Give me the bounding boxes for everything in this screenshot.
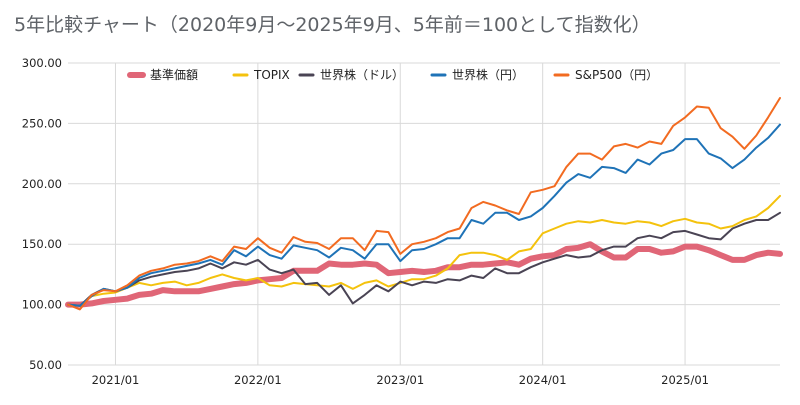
x-tick-label: 2025/01 xyxy=(661,373,709,387)
series-line-2 xyxy=(67,211,781,307)
legend-label: 世界株（ドル） xyxy=(320,67,404,82)
legend-label: TOPIX xyxy=(253,68,290,82)
series-line-1 xyxy=(67,194,781,307)
x-tick-label: 2022/01 xyxy=(234,373,282,387)
series-line-4 xyxy=(67,97,781,311)
y-tick-label: 200.00 xyxy=(22,177,62,191)
x-tick-label: 2024/01 xyxy=(519,373,567,387)
y-tick-label: 50.00 xyxy=(29,358,62,372)
legend-label: 世界株（円） xyxy=(452,67,524,82)
y-tick-label: 100.00 xyxy=(22,298,62,312)
legend-label: S&P500（円） xyxy=(575,68,658,82)
chart-title: 5年比較チャート（2020年9月〜2025年9月、5年前＝100として指数化） xyxy=(14,14,651,36)
x-tick-label: 2023/01 xyxy=(376,373,424,387)
legend-label: 基準価額 xyxy=(150,67,198,82)
x-tick-label: 2021/01 xyxy=(92,373,140,387)
y-tick-label: 300.00 xyxy=(22,56,62,70)
series-line-3 xyxy=(67,123,781,307)
series-line-0 xyxy=(65,241,783,308)
y-tick-label: 250.00 xyxy=(22,116,62,130)
y-tick-label: 150.00 xyxy=(22,237,62,251)
